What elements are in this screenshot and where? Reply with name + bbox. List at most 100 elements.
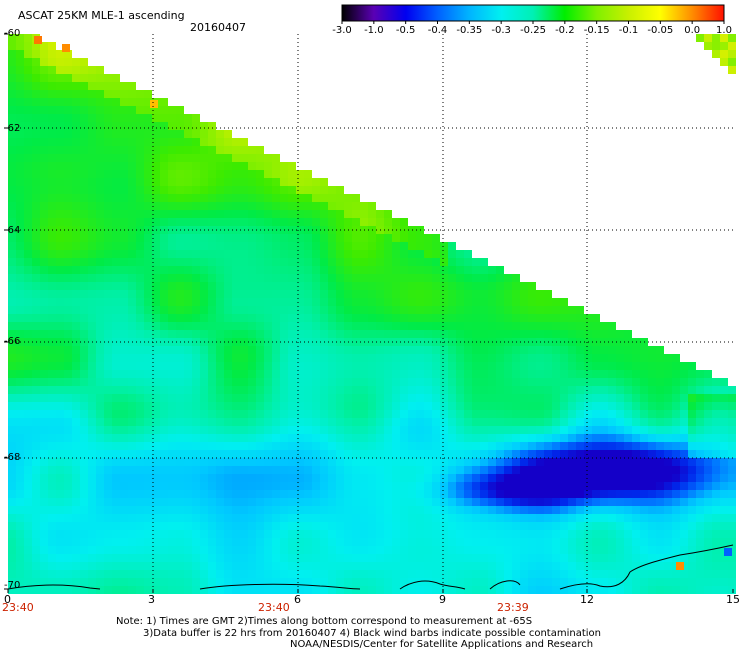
field-cell <box>24 546 32 554</box>
field-cell <box>624 506 632 514</box>
field-cell <box>336 330 344 338</box>
field-cell <box>176 194 184 202</box>
field-cell <box>368 538 376 546</box>
field-cell <box>296 562 304 570</box>
field-cell <box>264 554 272 562</box>
field-cell <box>456 418 464 426</box>
field-cell <box>200 442 208 450</box>
field-cell <box>256 154 264 162</box>
field-cell <box>224 570 232 578</box>
field-cell <box>80 290 88 298</box>
field-cell <box>80 186 88 194</box>
field-cell <box>608 506 616 514</box>
field-cell <box>272 434 280 442</box>
field-cell <box>360 298 368 306</box>
field-cell <box>520 354 528 362</box>
field-cell <box>496 474 504 482</box>
field-cell <box>472 370 480 378</box>
field-cell <box>576 330 584 338</box>
field-cell <box>40 274 48 282</box>
field-cell <box>208 570 216 578</box>
field-cell <box>288 282 296 290</box>
field-cell <box>128 130 136 138</box>
field-cell <box>296 282 304 290</box>
field-cell <box>88 146 96 154</box>
field-cell <box>392 274 400 282</box>
field-cell <box>224 282 232 290</box>
field-cell <box>280 282 288 290</box>
field-cell <box>96 178 104 186</box>
field-cell <box>456 306 464 314</box>
field-cell <box>184 146 192 154</box>
field-cell <box>440 242 448 250</box>
field-cell <box>424 530 432 538</box>
field-cell <box>64 538 72 546</box>
field-cell <box>184 138 192 146</box>
field-cell <box>168 170 176 178</box>
field-cell <box>312 186 320 194</box>
field-cell <box>672 434 680 442</box>
field-cell <box>176 210 184 218</box>
field-cell <box>168 514 176 522</box>
field-cell <box>624 514 632 522</box>
field-cell <box>224 578 232 586</box>
field-cell <box>712 498 720 506</box>
field-cell <box>416 562 424 570</box>
field-cell <box>200 410 208 418</box>
field-cell <box>296 330 304 338</box>
field-cell <box>8 514 16 522</box>
field-cell <box>216 538 224 546</box>
field-cell <box>544 490 552 498</box>
field-cell <box>432 266 440 274</box>
field-cell <box>392 466 400 474</box>
field-cell <box>272 386 280 394</box>
field-cell <box>184 114 192 122</box>
field-cell <box>624 490 632 498</box>
field-cell <box>152 186 160 194</box>
field-cell <box>104 82 112 90</box>
field-cell <box>568 370 576 378</box>
field-cell <box>128 170 136 178</box>
field-cell <box>400 378 408 386</box>
field-cell <box>72 274 80 282</box>
field-cell <box>24 162 32 170</box>
field-cell <box>112 586 120 594</box>
field-cell <box>80 530 88 538</box>
field-cell <box>448 586 456 594</box>
field-cell <box>336 186 344 194</box>
field-cell <box>176 218 184 226</box>
field-cell <box>616 514 624 522</box>
field-cell <box>632 362 640 370</box>
field-cell <box>512 522 520 530</box>
field-cell <box>688 362 696 370</box>
field-cell <box>24 114 32 122</box>
field-cell <box>32 514 40 522</box>
field-cell <box>200 122 208 130</box>
field-cell <box>248 410 256 418</box>
field-cell <box>216 426 224 434</box>
field-cell <box>160 282 168 290</box>
field-cell <box>424 522 432 530</box>
field-cell <box>232 426 240 434</box>
field-cell <box>256 346 264 354</box>
field-cell <box>400 514 408 522</box>
field-cell <box>664 418 672 426</box>
field-cell <box>368 250 376 258</box>
field-cell <box>64 586 72 594</box>
field-cell <box>248 578 256 586</box>
field-cell <box>248 514 256 522</box>
field-cell <box>136 122 144 130</box>
field-cell <box>512 354 520 362</box>
field-cell <box>240 194 248 202</box>
field-cell <box>144 482 152 490</box>
field-cell <box>168 482 176 490</box>
field-cell <box>368 274 376 282</box>
field-cell <box>680 482 688 490</box>
field-cell <box>16 298 24 306</box>
field-cell <box>472 530 480 538</box>
field-cell <box>168 274 176 282</box>
field-cell <box>72 578 80 586</box>
field-cell <box>480 498 488 506</box>
field-cell <box>600 474 608 482</box>
field-cell <box>648 570 656 578</box>
